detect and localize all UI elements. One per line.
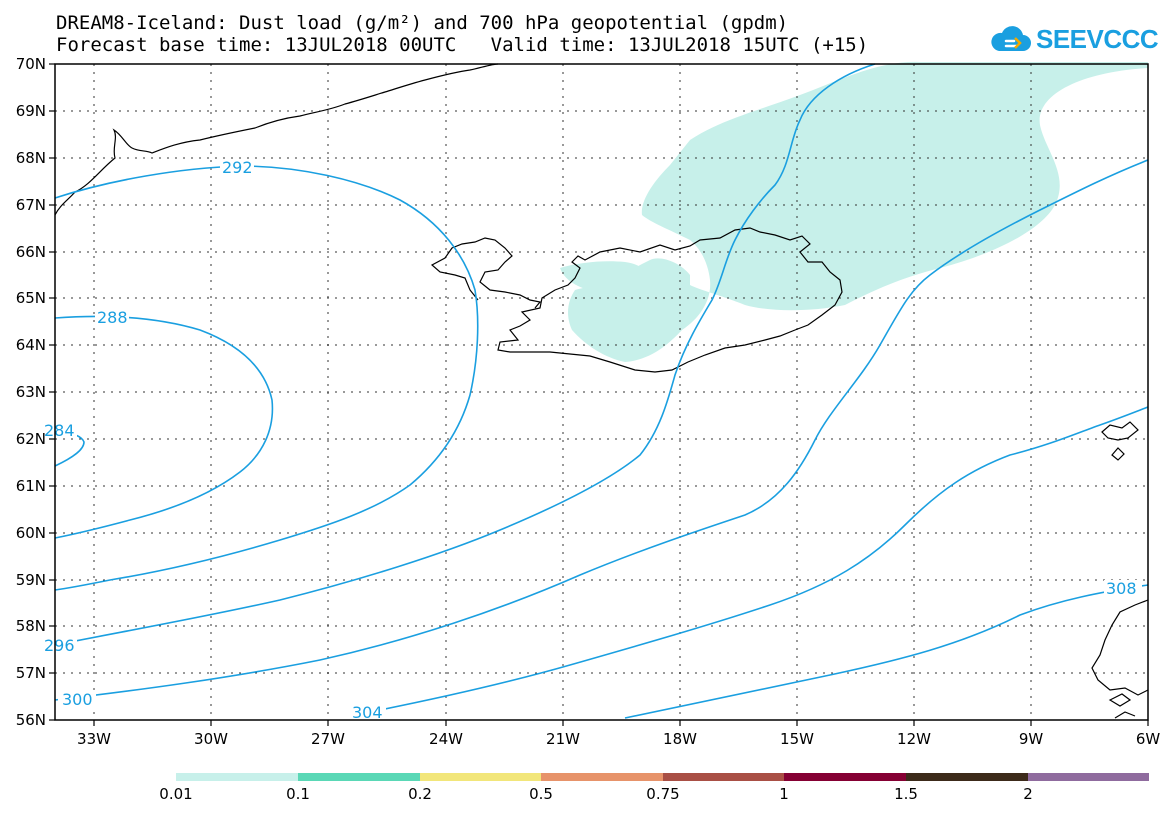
lat-label: 61N bbox=[16, 477, 46, 495]
contour-label-304: 304 bbox=[352, 703, 383, 722]
contour-288 bbox=[54, 315, 274, 539]
lon-label: 18W bbox=[663, 730, 697, 748]
lon-label: 30W bbox=[194, 730, 228, 748]
colorbar-label: 0.2 bbox=[408, 785, 432, 803]
colorbar bbox=[176, 773, 1149, 781]
lat-label: 66N bbox=[16, 243, 46, 261]
greenland-coast bbox=[54, 63, 499, 216]
latitude-labels: 70N 69N 68N 67N 66N 65N 64N 63N 62N 61N … bbox=[16, 55, 46, 729]
colorbar-labels: 0.01 0.1 0.2 0.5 0.75 1 1.5 2 bbox=[159, 785, 1032, 803]
colorbar-segment bbox=[1028, 773, 1149, 781]
lon-label: 24W bbox=[429, 730, 463, 748]
tick-marks bbox=[49, 63, 1149, 726]
lon-label: 21W bbox=[546, 730, 580, 748]
lat-label: 62N bbox=[16, 430, 46, 448]
map-subtitle: Forecast base time: 13JUL2018 00UTC Vali… bbox=[56, 34, 869, 56]
scotland-coast bbox=[1091, 599, 1149, 719]
seevccc-logo: SEEVCCC bbox=[990, 22, 1159, 56]
lat-label: 63N bbox=[16, 383, 46, 401]
colorbar-segment bbox=[298, 773, 420, 781]
lon-label: 15W bbox=[780, 730, 814, 748]
contour-292 bbox=[54, 165, 479, 591]
lon-label: 12W bbox=[897, 730, 931, 748]
map-title: DREAM8-Iceland: Dust load (g/m²) and 700… bbox=[56, 12, 789, 34]
dust-load-area bbox=[560, 61, 1148, 362]
colorbar-segment bbox=[784, 773, 906, 781]
contour-308 bbox=[624, 584, 1149, 719]
colorbar-label: 0.01 bbox=[159, 785, 192, 803]
colorbar-label: 0.1 bbox=[286, 785, 310, 803]
geopotential-contours bbox=[54, 63, 1149, 719]
colorbar-segment bbox=[176, 773, 298, 781]
lat-label: 65N bbox=[16, 289, 46, 307]
lon-label: 33W bbox=[77, 730, 111, 748]
contour-label-292: 292 bbox=[222, 158, 253, 177]
faroe-islands-coast bbox=[1101, 421, 1139, 461]
longitude-labels: 33W 30W 27W 24W 21W 18W 15W 12W 9W 6W bbox=[77, 730, 1160, 748]
colorbar-label: 0.5 bbox=[529, 785, 553, 803]
lon-label: 27W bbox=[311, 730, 345, 748]
contour-304 bbox=[369, 406, 1149, 713]
colorbar-label: 1.5 bbox=[894, 785, 918, 803]
cloud-icon bbox=[991, 26, 1031, 51]
contour-label-284: 284 bbox=[44, 421, 75, 440]
logo-text: SEEVCCC bbox=[1036, 23, 1159, 54]
lat-label: 70N bbox=[16, 55, 46, 73]
lon-label: 6W bbox=[1136, 730, 1161, 748]
contour-label-300: 300 bbox=[62, 690, 93, 709]
colorbar-label: 0.75 bbox=[646, 785, 679, 803]
contour-label-296: 296 bbox=[44, 636, 75, 655]
colorbar-segment bbox=[906, 773, 1028, 781]
contour-labels: 292 288 284 296 300 304 308 bbox=[44, 158, 1142, 722]
lat-label: 56N bbox=[16, 711, 46, 729]
contour-label-288: 288 bbox=[97, 308, 128, 327]
colorbar-label: 2 bbox=[1023, 785, 1033, 803]
colorbar-label: 1 bbox=[779, 785, 789, 803]
contour-300 bbox=[54, 159, 1149, 701]
contour-296 bbox=[54, 63, 876, 646]
lat-label: 64N bbox=[16, 336, 46, 354]
lat-label: 69N bbox=[16, 102, 46, 120]
grid-lines bbox=[55, 64, 1148, 720]
contour-label-308: 308 bbox=[1106, 579, 1137, 598]
lat-label: 57N bbox=[16, 664, 46, 682]
lat-label: 67N bbox=[16, 196, 46, 214]
colorbar-segment bbox=[541, 773, 663, 781]
lat-label: 59N bbox=[16, 571, 46, 589]
lat-label: 68N bbox=[16, 149, 46, 167]
colorbar-segment bbox=[663, 773, 784, 781]
colorbar-segment bbox=[420, 773, 541, 781]
lat-label: 60N bbox=[16, 524, 46, 542]
lat-label: 58N bbox=[16, 617, 46, 635]
lon-label: 9W bbox=[1019, 730, 1044, 748]
